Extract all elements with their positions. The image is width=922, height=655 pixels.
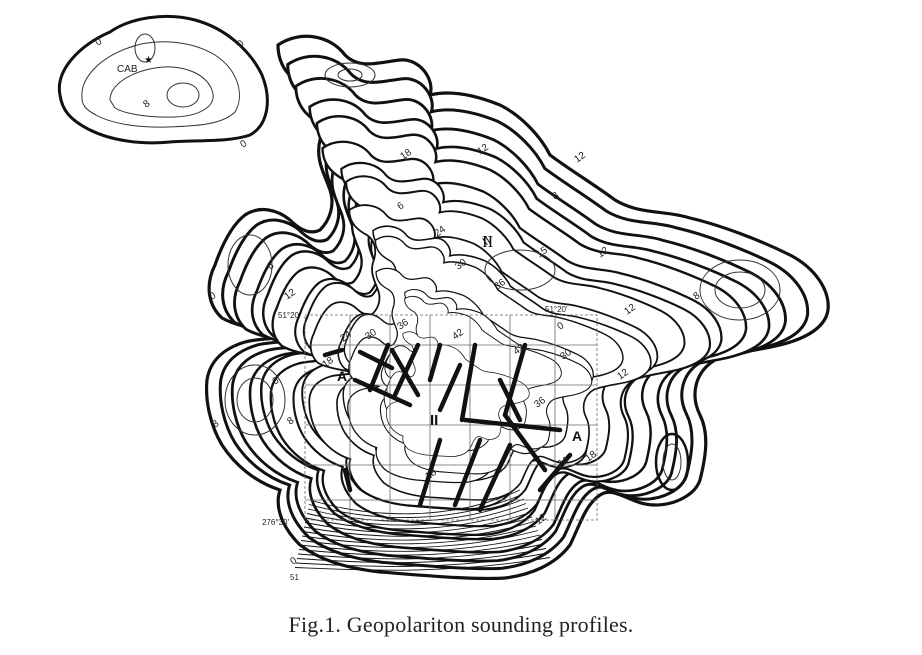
depth-label: 0 bbox=[207, 290, 218, 302]
depth-label: 0 bbox=[235, 38, 246, 50]
depth-contour-line bbox=[296, 548, 547, 564]
sounding-profile-line bbox=[367, 342, 391, 393]
sounding-profile-line bbox=[322, 347, 345, 358]
depth-label: 0 bbox=[288, 555, 299, 567]
sounding-profile-line bbox=[502, 412, 548, 473]
depth-contour-line bbox=[227, 234, 273, 296]
profile-label-a-prime: A' bbox=[337, 368, 351, 384]
depth-contour-line bbox=[699, 259, 781, 321]
depth-label: 6 bbox=[265, 260, 276, 272]
depth-contour-line bbox=[305, 507, 529, 530]
depth-contour-line bbox=[295, 552, 549, 567]
depth-label: 12 bbox=[572, 150, 588, 166]
south-shore-contour-band bbox=[294, 489, 551, 571]
northwest-island-contour bbox=[166, 82, 200, 108]
sounding-profile-line bbox=[352, 377, 413, 408]
depth-contour-line bbox=[224, 364, 286, 436]
sounding-profiles bbox=[322, 342, 573, 513]
sounding-profile-line bbox=[452, 437, 483, 508]
northwest-island-contour bbox=[109, 66, 214, 118]
sounding-profile-line bbox=[477, 442, 513, 513]
sounding-profile-line bbox=[437, 362, 463, 413]
depth-label: 6 bbox=[395, 200, 406, 212]
depth-contour-line bbox=[307, 498, 525, 522]
sounding-profile-line bbox=[502, 342, 528, 418]
sounding-profile-line bbox=[427, 342, 443, 383]
east-islet-contour bbox=[662, 443, 682, 481]
sounding-profile-line bbox=[459, 342, 478, 423]
station-marker-icon: ★ bbox=[144, 55, 153, 66]
coordinate-label: 51 bbox=[290, 573, 299, 582]
depth-label: 0 bbox=[555, 320, 566, 332]
depth-contour-line bbox=[300, 530, 539, 549]
sounding-profile-line bbox=[537, 452, 573, 493]
region-label-center: II bbox=[430, 412, 439, 429]
depth-contour-line bbox=[298, 539, 543, 556]
depth-contour-line bbox=[301, 525, 537, 545]
depth-contour-line bbox=[302, 521, 535, 541]
grid-frame bbox=[304, 314, 598, 521]
depth-label: 6 bbox=[270, 375, 281, 387]
depth-contour-line bbox=[337, 68, 363, 82]
region-label-north: II bbox=[482, 232, 494, 251]
coordinate-label: 51°20' bbox=[278, 311, 301, 320]
sounding-profile-line bbox=[357, 349, 395, 371]
depth-contour-line bbox=[297, 543, 545, 560]
northwest-island-contour bbox=[134, 33, 156, 63]
bathymetric-map: 0 0 0 8 12 18 12 8 6 24 II 30 36 15 12 12 8 6 8 12 18 24 30 36 4… bbox=[57, 14, 830, 582]
figure-caption: Fig.1. Geopolariton sounding profiles. bbox=[288, 612, 634, 637]
depth-contour-line bbox=[299, 534, 541, 552]
depth-contour-line bbox=[294, 557, 551, 571]
coordinate-label: 276°30' bbox=[262, 518, 289, 527]
depth-contour-line bbox=[484, 249, 556, 291]
depth-contour-line bbox=[303, 516, 533, 537]
depth-contour-line bbox=[304, 512, 531, 534]
depth-label: 8 bbox=[141, 98, 152, 110]
profile-label-a: A bbox=[572, 428, 583, 444]
depth-contours bbox=[218, 54, 810, 571]
depth-contour-line bbox=[324, 62, 376, 88]
depth-label: 8 bbox=[691, 290, 702, 302]
depth-contour-line bbox=[308, 494, 523, 519]
station-label: CAB bbox=[117, 64, 138, 75]
depth-label: 8 bbox=[285, 415, 296, 427]
depth-contour-line bbox=[714, 271, 766, 309]
sounding-profile-line bbox=[342, 467, 353, 493]
depth-contour-line bbox=[306, 503, 527, 526]
depth-label: 8 bbox=[210, 418, 221, 430]
northwest-island-contour bbox=[81, 41, 240, 128]
northwest-island-coastline bbox=[57, 14, 269, 145]
coordinate-label: 51°20' bbox=[545, 305, 568, 314]
depth-label: 0 bbox=[238, 138, 249, 150]
sounding-profile-line bbox=[417, 437, 443, 508]
depth-contour-line bbox=[236, 377, 274, 423]
depth-label: 8 bbox=[550, 190, 561, 202]
sounding-profile-line bbox=[392, 342, 421, 398]
east-islet bbox=[654, 432, 690, 492]
depth-label: 0 bbox=[93, 36, 104, 48]
